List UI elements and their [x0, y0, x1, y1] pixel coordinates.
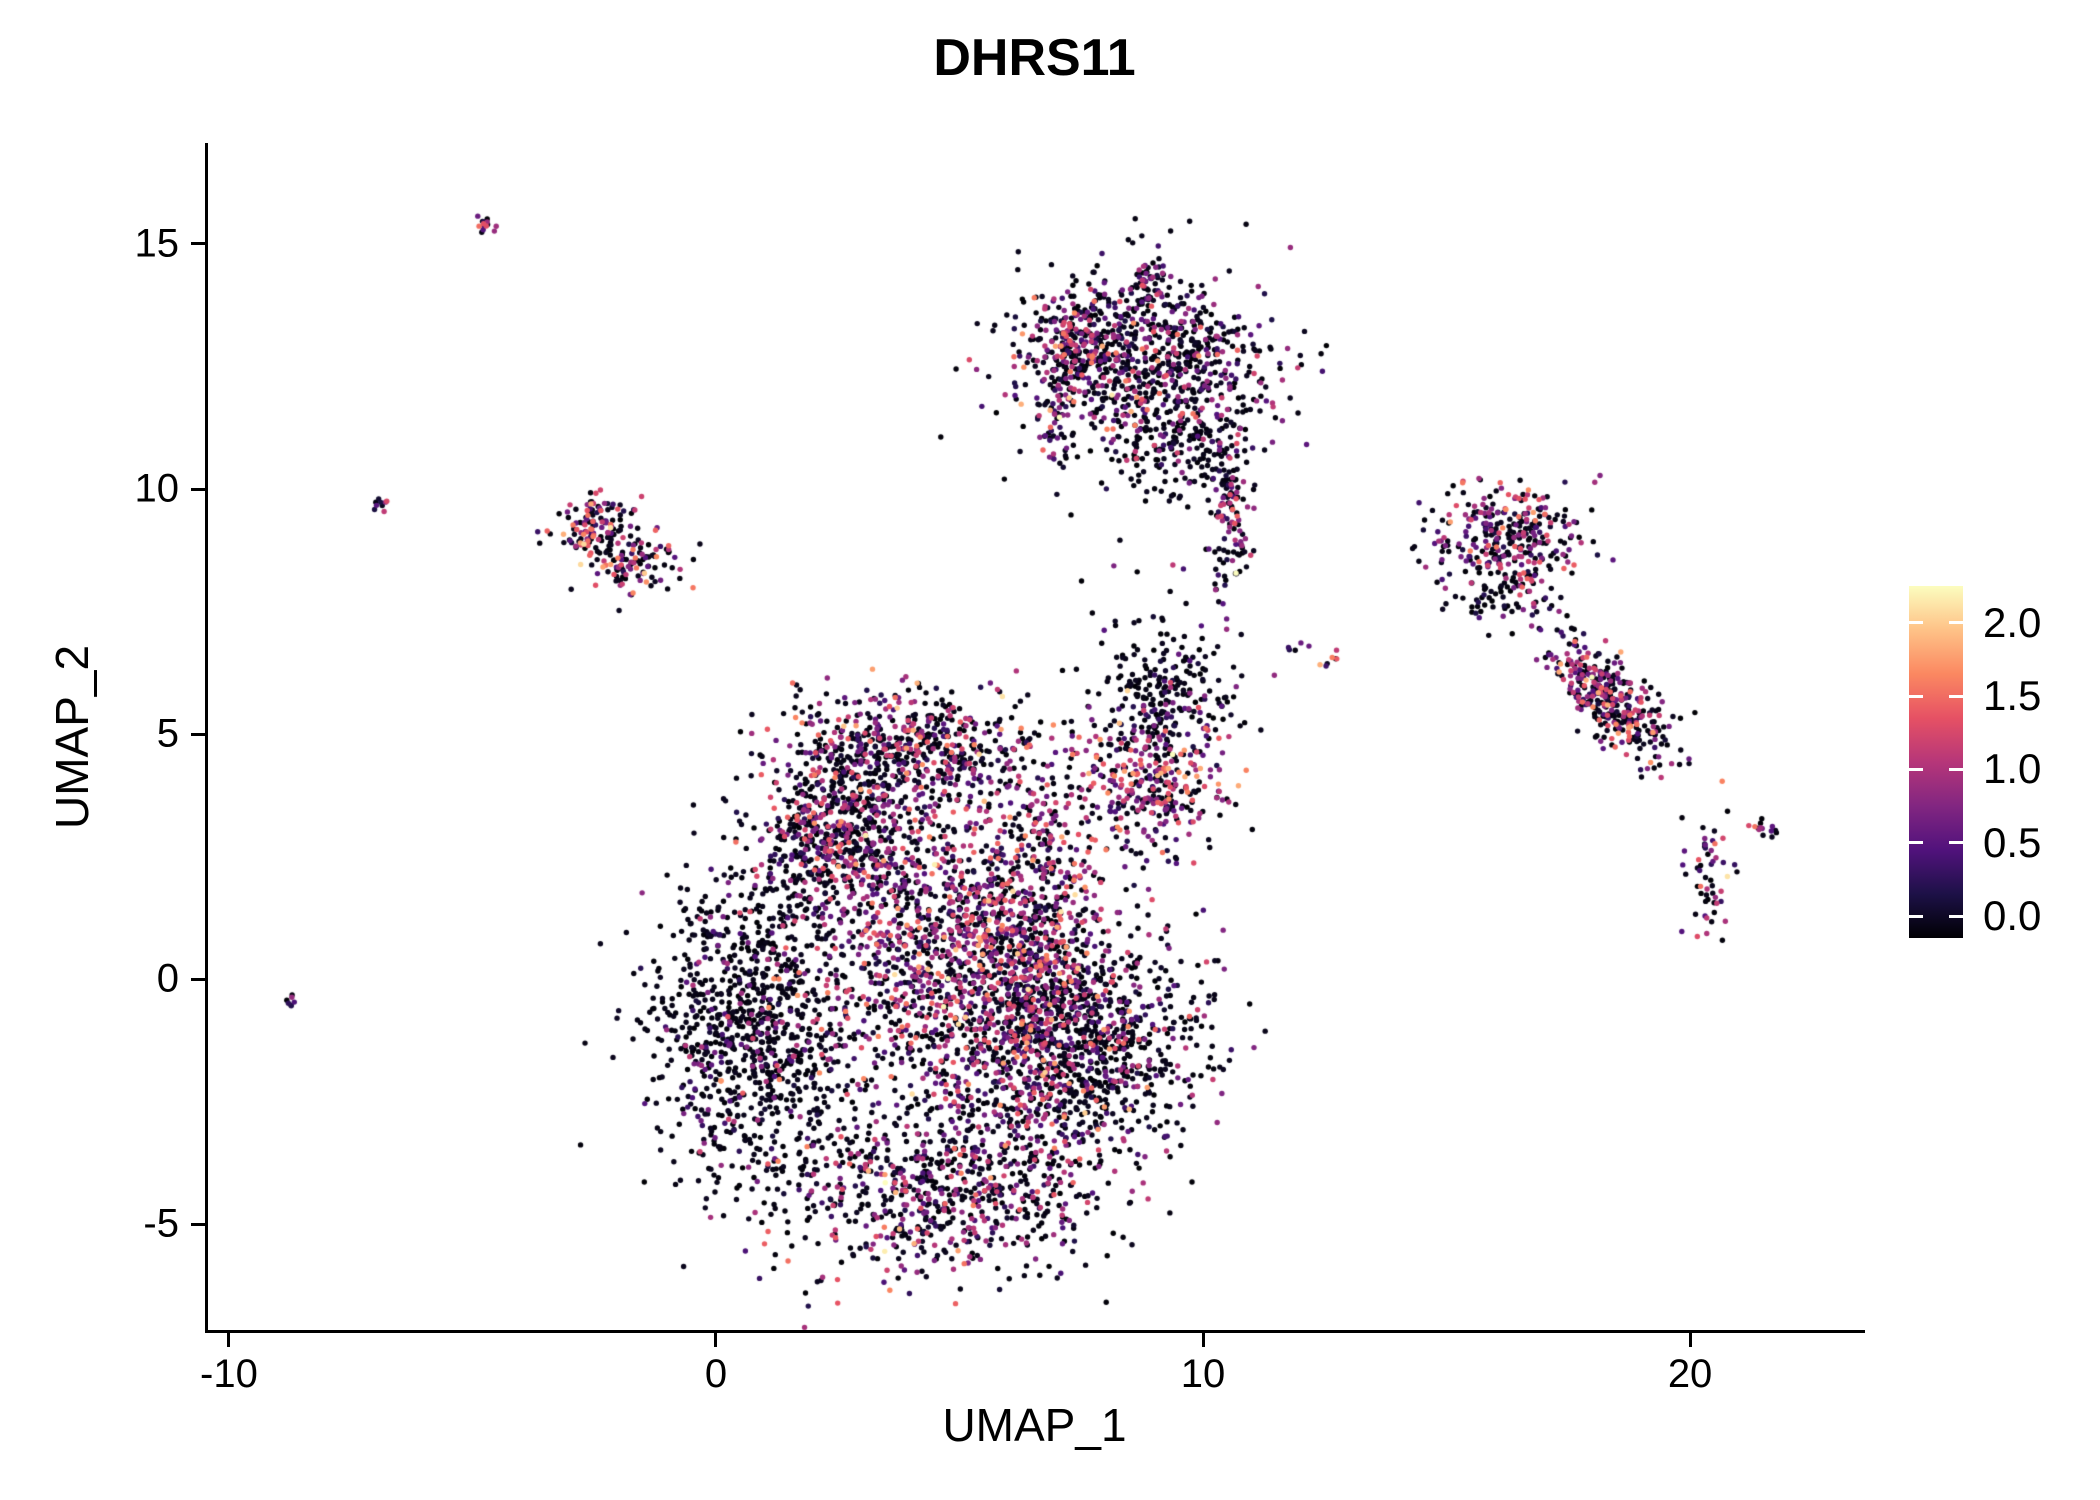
y-tick-label: -5: [143, 1201, 179, 1246]
colorbar-tick-label: 1.5: [1983, 672, 2042, 719]
colorbar-tick-label: 0.5: [1983, 818, 2042, 866]
colorbar-tick-mark: [1909, 621, 1923, 625]
x-tick-mark: [1201, 1333, 1205, 1347]
colorbar-tick-mark: [1949, 621, 1963, 625]
y-tick-mark: [191, 1222, 205, 1226]
y-axis-title: UMAP_2: [46, 644, 98, 830]
plot-title: DHRS11: [933, 29, 1136, 87]
colorbar-tick-mark: [1909, 694, 1923, 698]
x-tick-mark: [714, 1333, 718, 1347]
y-tick-label: 5: [156, 711, 179, 756]
colorbar-tick-mark: [1949, 914, 1963, 918]
y-tick-label: 15: [134, 221, 180, 266]
y-tick-label: 0: [156, 956, 179, 1001]
colorbar-tick-mark: [1909, 914, 1923, 918]
y-tick-mark: [191, 732, 205, 736]
colorbar-tick-label: 0.0: [1983, 892, 2042, 939]
x-tick-label: 20: [1667, 1352, 1713, 1396]
y-tick-mark: [191, 487, 205, 491]
colorbar-legend: [1909, 586, 1963, 938]
colorbar-tick-mark: [1909, 767, 1923, 771]
colorbar-tick-label: 1.0: [1983, 745, 2042, 793]
colorbar-tick-mark: [1949, 694, 1963, 698]
colorbar-tick-mark: [1909, 841, 1923, 845]
x-tick-mark: [227, 1333, 231, 1347]
y-tick-label: 10: [134, 466, 180, 511]
x-tick-mark: [1688, 1333, 1692, 1347]
x-tick-label: -10: [200, 1352, 258, 1396]
colorbar-tick-mark: [1949, 841, 1963, 845]
y-tick-mark: [191, 977, 205, 981]
colorbar-tick-label: 2.0: [1983, 598, 2042, 646]
x-tick-label: 10: [1180, 1352, 1226, 1396]
x-axis-title: UMAP_1: [942, 1399, 1127, 1451]
x-axis-line: [205, 1330, 1865, 1333]
colorbar-gradient: [1909, 586, 1963, 938]
y-tick-mark: [191, 242, 205, 246]
x-tick-label: 0: [704, 1352, 728, 1396]
colorbar-tick-mark: [1949, 767, 1963, 771]
y-axis-line: [205, 143, 208, 1333]
